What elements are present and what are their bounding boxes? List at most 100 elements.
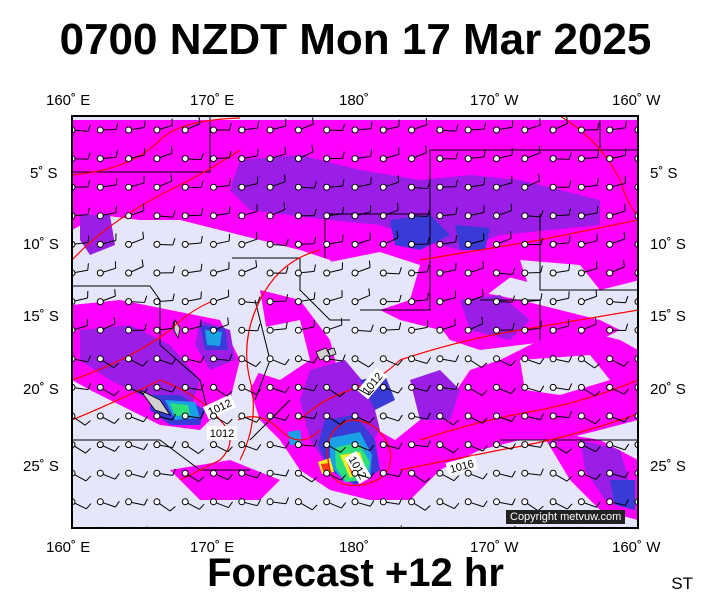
wind-barb [294, 181, 318, 191]
wind-barb [351, 441, 375, 452]
wind-barb [294, 117, 314, 134]
wind-barb [96, 150, 118, 163]
wind-barb [577, 178, 599, 191]
wind-barb [351, 383, 375, 396]
wind-barb [266, 355, 290, 366]
wind-barb [549, 180, 572, 191]
wind-barb [238, 498, 262, 507]
wind-barb [238, 148, 259, 163]
wind-barb [521, 265, 543, 277]
wind-barb [181, 180, 204, 191]
wind-barb [210, 206, 231, 220]
wind-barb [408, 292, 429, 306]
wind-barb [238, 355, 262, 367]
lat-label-right-15s: 15˚ S [650, 308, 686, 325]
wind-barb [96, 355, 120, 369]
wind-barb [464, 177, 486, 191]
wind-barb [351, 121, 373, 134]
wind-barb [294, 292, 316, 306]
wind-barb [266, 497, 290, 506]
lat-label-left-25s: 25˚ S [23, 458, 59, 475]
wind-barb [181, 498, 205, 510]
wind-barb [154, 526, 160, 528]
wind-barb [96, 205, 117, 220]
wind-barb [351, 412, 375, 424]
wind-barb [577, 317, 597, 334]
wind-barb [549, 263, 571, 277]
wind-barb [181, 469, 205, 482]
wind-barb [266, 321, 288, 334]
wind-barb [238, 204, 258, 220]
wind-barb [125, 148, 146, 163]
wind-barb [153, 355, 177, 365]
wind-barb [493, 231, 512, 248]
wind-barb [125, 259, 144, 277]
wind-barb [181, 319, 202, 334]
wind-barb [549, 208, 572, 220]
lon-label-bottom-160w: 160˚ W [612, 539, 661, 556]
wind-barb [379, 175, 400, 191]
page-title: 0700 NZDT Mon 17 Mar 2025 [59, 15, 652, 64]
wind-barb [181, 236, 203, 248]
wind-barb [464, 412, 488, 424]
wind-barb [436, 469, 460, 482]
wind-barb [96, 316, 116, 334]
wind-barb [238, 469, 262, 479]
wind-barbs [72, 116, 638, 528]
lon-label-top-170e: 170˚ E [190, 92, 235, 109]
wind-barb [606, 498, 630, 506]
wind-barb [238, 323, 261, 334]
wind-barb [464, 122, 487, 134]
wind-barb [577, 122, 600, 134]
wind-barb [577, 261, 598, 277]
wind-barb [521, 237, 544, 248]
wind-barb [549, 291, 570, 306]
wind-barb [408, 264, 430, 277]
wind-barb [125, 203, 145, 220]
wind-barb [521, 118, 541, 134]
lon-label-top-170w: 170˚ W [470, 92, 519, 109]
wind-barb [153, 441, 177, 449]
wind-barb [577, 150, 600, 163]
wind-barb [521, 468, 544, 477]
wind-barb [266, 146, 286, 163]
wind-barb [210, 317, 229, 334]
lat-label-left-20s: 20˚ S [23, 381, 59, 398]
wind-barb [351, 469, 375, 479]
wind-barb [351, 288, 371, 306]
wind-barb [351, 149, 373, 163]
wind-barb [408, 237, 430, 248]
wind-barb [521, 355, 545, 365]
isobars [72, 116, 638, 487]
wind-barb [464, 261, 484, 277]
wind-barb [606, 259, 625, 277]
wind-barb [210, 383, 233, 397]
wind-barb [436, 318, 456, 334]
wind-barb [266, 238, 289, 248]
wind-barb [549, 355, 573, 363]
wind-barb [181, 383, 205, 391]
wind-barb [351, 232, 371, 248]
wind-barb [549, 469, 573, 482]
wind-barb [210, 261, 230, 277]
wind-barb [210, 498, 233, 509]
lat-label-left-10s: 10˚ S [23, 236, 59, 253]
wind-barb [379, 355, 403, 366]
wind-barb [521, 293, 543, 306]
wind-barb [238, 296, 261, 306]
wind-barb [266, 294, 289, 306]
lon-label-top-160e: 160˚ E [46, 92, 91, 109]
wind-barb [181, 152, 204, 163]
map-frame [71, 115, 639, 529]
lat-label-right-20s: 20˚ S [650, 381, 686, 398]
wind-barb [96, 289, 116, 306]
wind-barb [379, 383, 403, 394]
wind-barb [153, 468, 176, 477]
wind-barb [96, 122, 119, 134]
wind-barb [606, 323, 629, 334]
wind-barb [181, 355, 205, 363]
wind-barb [436, 262, 457, 277]
wind-barb [351, 498, 375, 507]
wind-barb [408, 440, 431, 449]
wind-barb [125, 231, 145, 248]
